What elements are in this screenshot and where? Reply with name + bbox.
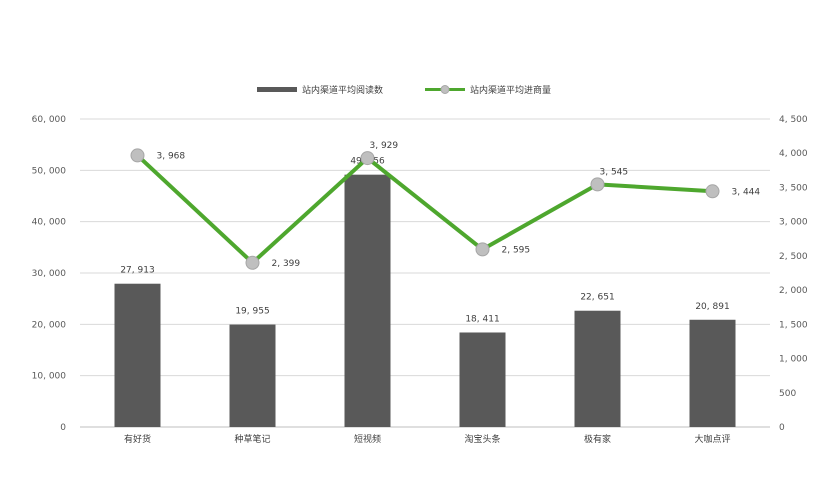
right-tick-label: 3, 000 [779, 218, 808, 228]
line-point [245, 255, 260, 270]
x-axis: 有好货 种草笔记 短视频 淘宝头条 极有家 大咖点评 [124, 433, 731, 445]
right-tick-label: 1, 500 [779, 320, 808, 330]
bar-data-label: 18, 411 [465, 314, 499, 324]
category-label: 淘宝头条 [464, 433, 500, 445]
gridlines [80, 118, 770, 428]
bar-data-label: 27, 913 [120, 266, 154, 276]
line-point [475, 242, 490, 257]
bar-data-label: 19, 955 [235, 307, 269, 317]
line-data-label: 2, 399 [272, 259, 301, 269]
line-series [130, 148, 720, 270]
line-data-label: 2, 595 [502, 245, 531, 255]
legend-line-label: 站内渠道平均进商量 [470, 84, 551, 96]
series-line [136, 153, 713, 265]
line-point [590, 177, 605, 192]
bar [459, 332, 506, 427]
left-axis: 0 10, 000 20, 000 30, 000 40, 000 50, 000 60, … [32, 115, 67, 433]
right-tick-label: 2, 500 [779, 252, 808, 262]
category-label: 大咖点评 [694, 433, 730, 445]
bar [229, 324, 276, 427]
right-tick-label: 3, 500 [779, 183, 808, 193]
legend-bar-swatch [257, 87, 297, 92]
line-point [360, 151, 375, 166]
bar-data-label: 22, 651 [580, 293, 614, 303]
line-data-label: 3, 545 [600, 167, 629, 177]
legend-line-marker [440, 85, 450, 94]
left-tick-label: 20, 000 [32, 320, 67, 330]
legend-item-bar: 站内渠道平均阅读数 [257, 84, 383, 96]
right-tick-label: 1, 000 [779, 355, 808, 365]
bar [344, 174, 391, 427]
line-data-label: 3, 968 [157, 151, 186, 161]
legend-item-line: 站内渠道平均进商量 [425, 84, 551, 96]
right-tick-label: 4, 500 [779, 115, 808, 125]
line-data-label: 3, 444 [732, 187, 761, 197]
left-tick-label: 60, 000 [32, 115, 67, 125]
category-label: 极有家 [584, 433, 611, 445]
left-tick-label: 10, 000 [32, 372, 67, 382]
left-tick-label: 30, 000 [32, 269, 67, 279]
left-tick-label: 0 [60, 423, 66, 433]
right-tick-label: 500 [779, 389, 796, 399]
right-tick-label: 4, 000 [779, 149, 808, 159]
category-label: 短视频 [354, 433, 381, 445]
bar [689, 319, 736, 427]
category-label: 种草笔记 [234, 433, 270, 445]
bar-data-label: 20, 891 [695, 302, 729, 312]
category-label: 有好货 [124, 433, 151, 445]
line-data-label: 3, 929 [370, 141, 399, 151]
bar-series [114, 174, 736, 427]
left-tick-label: 40, 000 [32, 218, 67, 228]
legend: 站内渠道平均阅读数 站内渠道平均进商量 [257, 84, 551, 96]
bar [114, 283, 161, 427]
left-tick-label: 50, 000 [32, 166, 67, 176]
right-tick-label: 2, 000 [779, 286, 808, 296]
bar [574, 310, 621, 427]
legend-bar-label: 站内渠道平均阅读数 [302, 84, 383, 96]
line-point [705, 184, 720, 199]
line-point [130, 148, 145, 163]
line-data-labels: 3, 968 2, 399 3, 929 2, 595 3, 545 3, 444 [157, 141, 761, 269]
right-tick-label: 0 [779, 423, 785, 433]
right-axis: 0 500 1, 000 1, 500 2, 000 2, 500 3, 000 3, 500… [779, 115, 808, 433]
